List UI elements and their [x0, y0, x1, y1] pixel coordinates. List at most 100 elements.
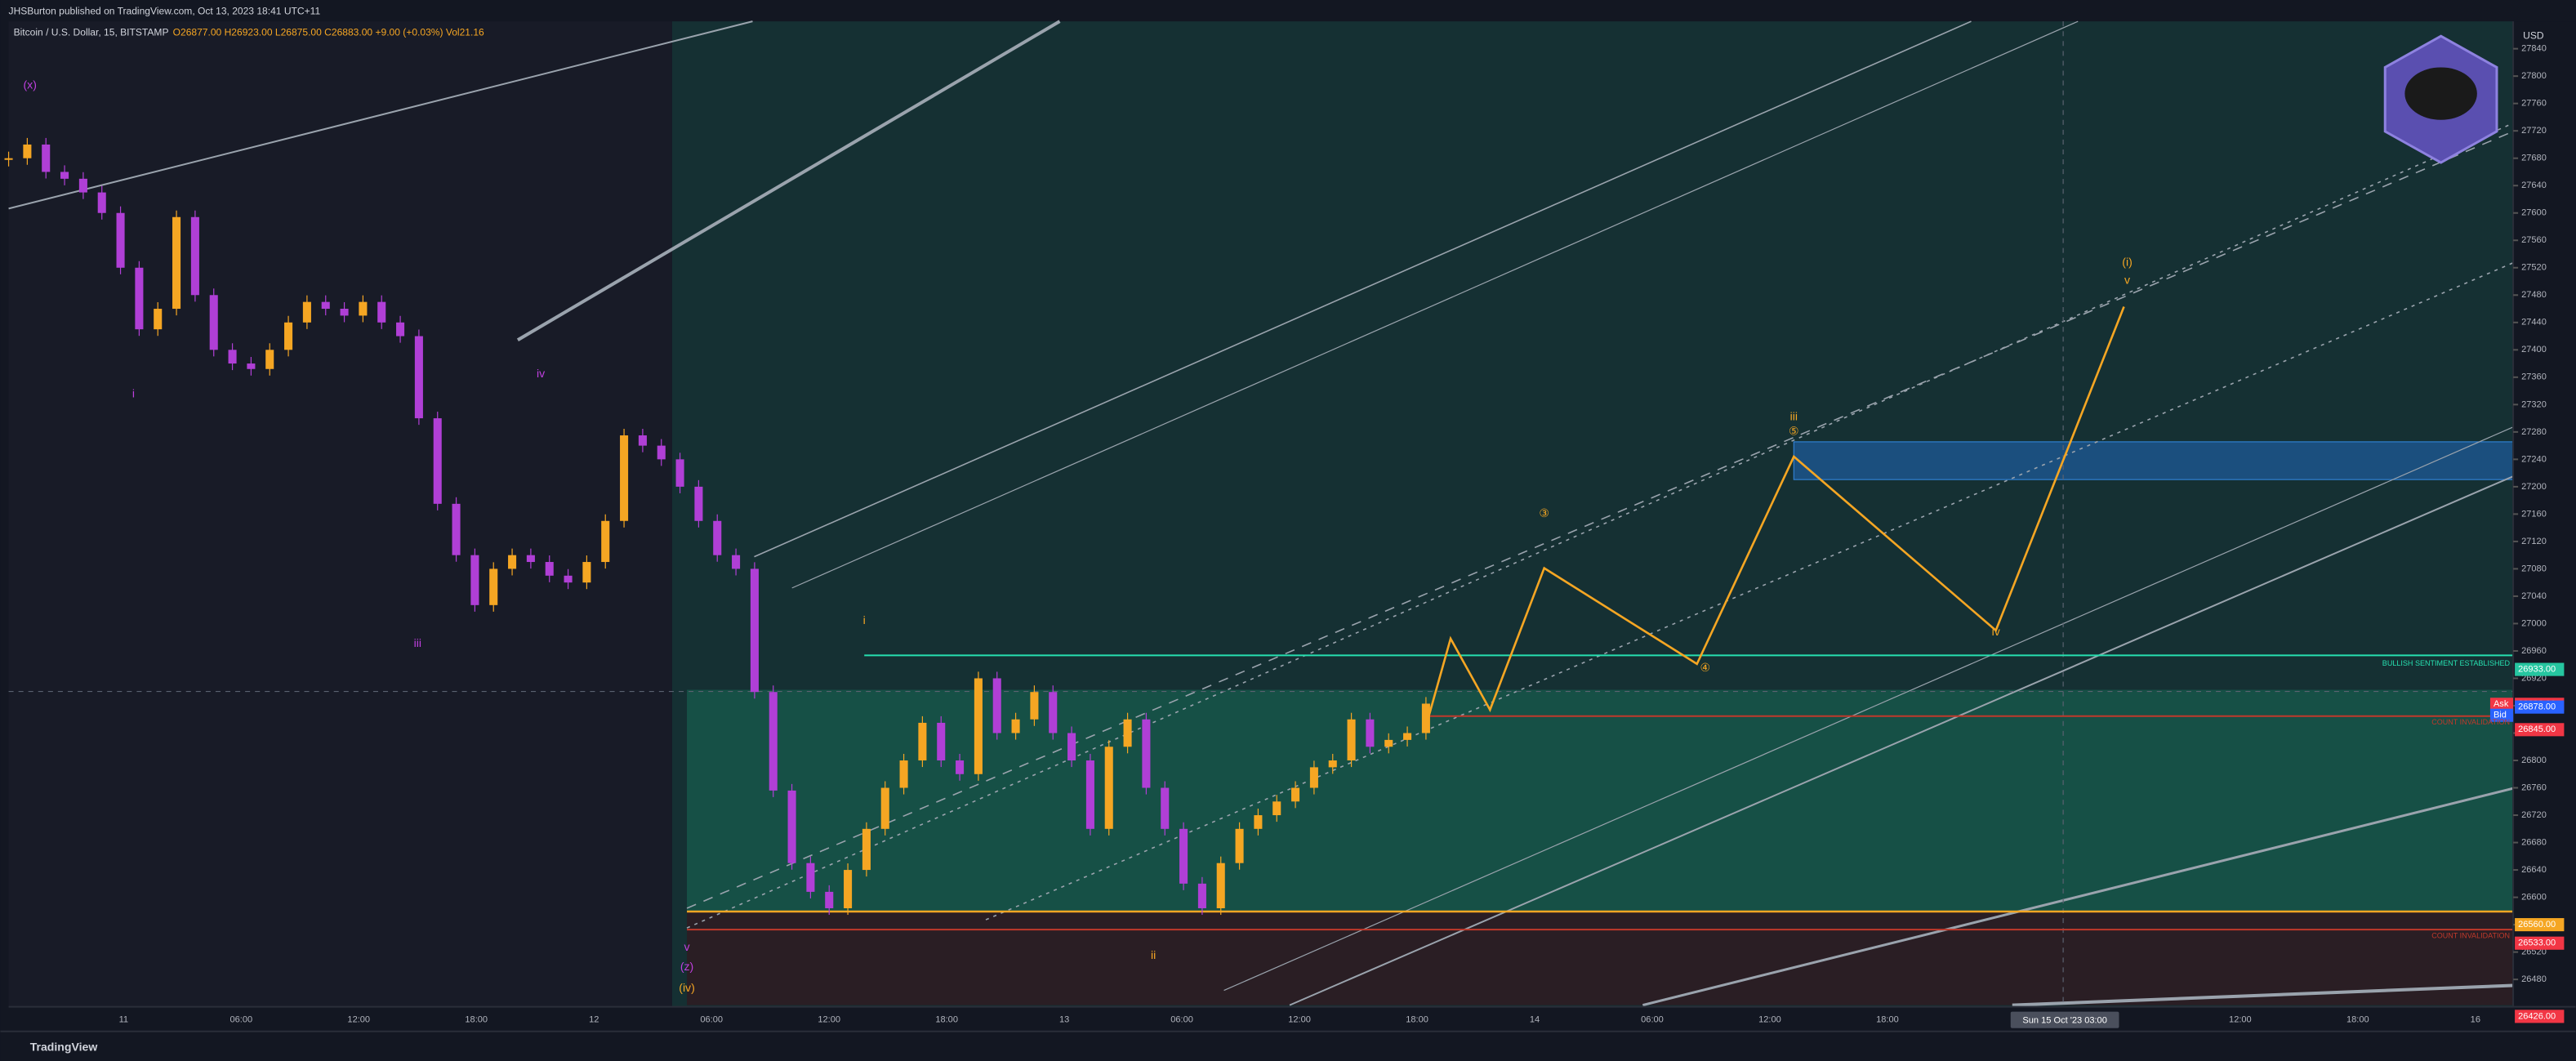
price-tag-label: 26933.00 [2518, 665, 2556, 675]
candle [1366, 719, 1375, 747]
candle [1347, 719, 1356, 761]
x-tick-label: 18:00 [1406, 1015, 1428, 1025]
candle [97, 192, 106, 213]
wave-label: (x) [23, 78, 36, 91]
x-tick-label: 12:00 [818, 1015, 840, 1025]
wave-label: iii [414, 636, 421, 649]
candle [1384, 739, 1393, 747]
y-tick-label: 27760 [2521, 99, 2547, 109]
candle [396, 322, 405, 337]
x-tick-label: 06:00 [1641, 1015, 1664, 1025]
wave-label: v [684, 940, 690, 953]
price-tag [2515, 1010, 2565, 1023]
annotation: COUNT INVALIDATION [2431, 932, 2510, 940]
y-tick-label: 27360 [2521, 372, 2547, 382]
price-axis [2513, 21, 2576, 1007]
wave-label: (z) [680, 960, 693, 973]
logo [2383, 34, 2498, 164]
candle [769, 692, 778, 791]
candle [545, 562, 554, 576]
candle [992, 678, 1001, 733]
zone-green [687, 689, 2514, 912]
left-pane [8, 21, 672, 1007]
price-tag-label: 26533.00 [2518, 938, 2556, 948]
x-tick-label: 18:00 [465, 1015, 488, 1025]
candle [1142, 719, 1151, 788]
candle [60, 172, 69, 179]
price-tag-label: 26878.00 [2518, 702, 2556, 712]
wave-label: iv [537, 367, 545, 380]
y-tick-label: 27120 [2521, 537, 2547, 546]
candle [1179, 828, 1188, 884]
candle [657, 445, 666, 460]
candle [974, 678, 983, 774]
candle [42, 144, 51, 172]
wave-label: i [863, 613, 866, 626]
candle [1403, 733, 1412, 740]
projection-path [1424, 306, 2125, 727]
y-tick-label: 27400 [2521, 345, 2547, 354]
candle [1216, 863, 1225, 908]
candle [787, 790, 796, 863]
y-tick-label: 26800 [2521, 756, 2547, 765]
y-tick-label: 27440 [2521, 318, 2547, 328]
x-tick-label: 16 [2471, 1015, 2480, 1025]
wave-label: (i) [2122, 255, 2133, 268]
candle [489, 568, 498, 605]
wave-label: ④ [1700, 661, 1710, 674]
candle [1030, 692, 1039, 720]
bid-bg [2489, 708, 2514, 722]
candle [135, 267, 144, 330]
wave-label: ③ [1539, 506, 1549, 519]
candle [1235, 828, 1244, 863]
candle [23, 144, 32, 158]
y-tick-label: 27080 [2521, 564, 2547, 573]
y-tick-label: 26960 [2521, 646, 2547, 656]
y-tick-label: 27240 [2521, 454, 2547, 464]
ask-bg [2489, 698, 2514, 711]
price-tag [2515, 700, 2565, 714]
candle [825, 891, 834, 908]
wave-label: ii [1151, 948, 1156, 961]
annotation: COUNT INVALIDATION [2431, 718, 2510, 726]
x-tick-label: 12 [589, 1015, 599, 1025]
candle [899, 760, 908, 788]
x-tick-label: 12:00 [1288, 1015, 1311, 1025]
candle [844, 870, 853, 908]
ask-label: Ask [2494, 699, 2509, 709]
candle [713, 520, 722, 555]
x-tick-label: 06:00 [230, 1015, 252, 1025]
candle [526, 555, 535, 563]
candle [1421, 703, 1430, 733]
x-tick-label: 18:00 [1876, 1015, 1899, 1025]
y-tick-label: 27200 [2521, 482, 2547, 492]
candle [508, 555, 517, 569]
candle [564, 575, 573, 583]
channel-lines [8, 20, 2514, 1007]
y-tick-label: 27560 [2521, 235, 2547, 245]
y-tick-label: 27160 [2521, 509, 2547, 519]
x-tick-label: 06:00 [700, 1015, 723, 1025]
candle [1085, 760, 1094, 829]
y-tick-label: 26480 [2521, 974, 2547, 984]
candle [1011, 719, 1020, 733]
y-tick-label: 27040 [2521, 591, 2547, 601]
y-tick-label: 27280 [2521, 427, 2547, 437]
candle [1104, 747, 1113, 829]
candle [116, 212, 125, 268]
y-tick-label: 27320 [2521, 399, 2547, 409]
annotation: BULLISH SENTIMENT ESTABLISHED [2382, 659, 2511, 667]
publisher: JHSBurton published on TradingView.com, … [9, 5, 321, 16]
candle [1291, 787, 1300, 802]
candle [1197, 883, 1206, 908]
candle [321, 301, 330, 310]
candle [694, 486, 703, 521]
symbol: Bitcoin / U.S. Dollar, 15, BITSTAMP [14, 26, 169, 38]
wave-label: (iv) [679, 981, 695, 994]
wave-label: iv [1992, 625, 2000, 638]
candle [452, 503, 461, 555]
wave-label: v [2124, 274, 2130, 287]
candle [470, 555, 479, 605]
zone-blue [1793, 441, 2514, 480]
candle [4, 158, 13, 160]
